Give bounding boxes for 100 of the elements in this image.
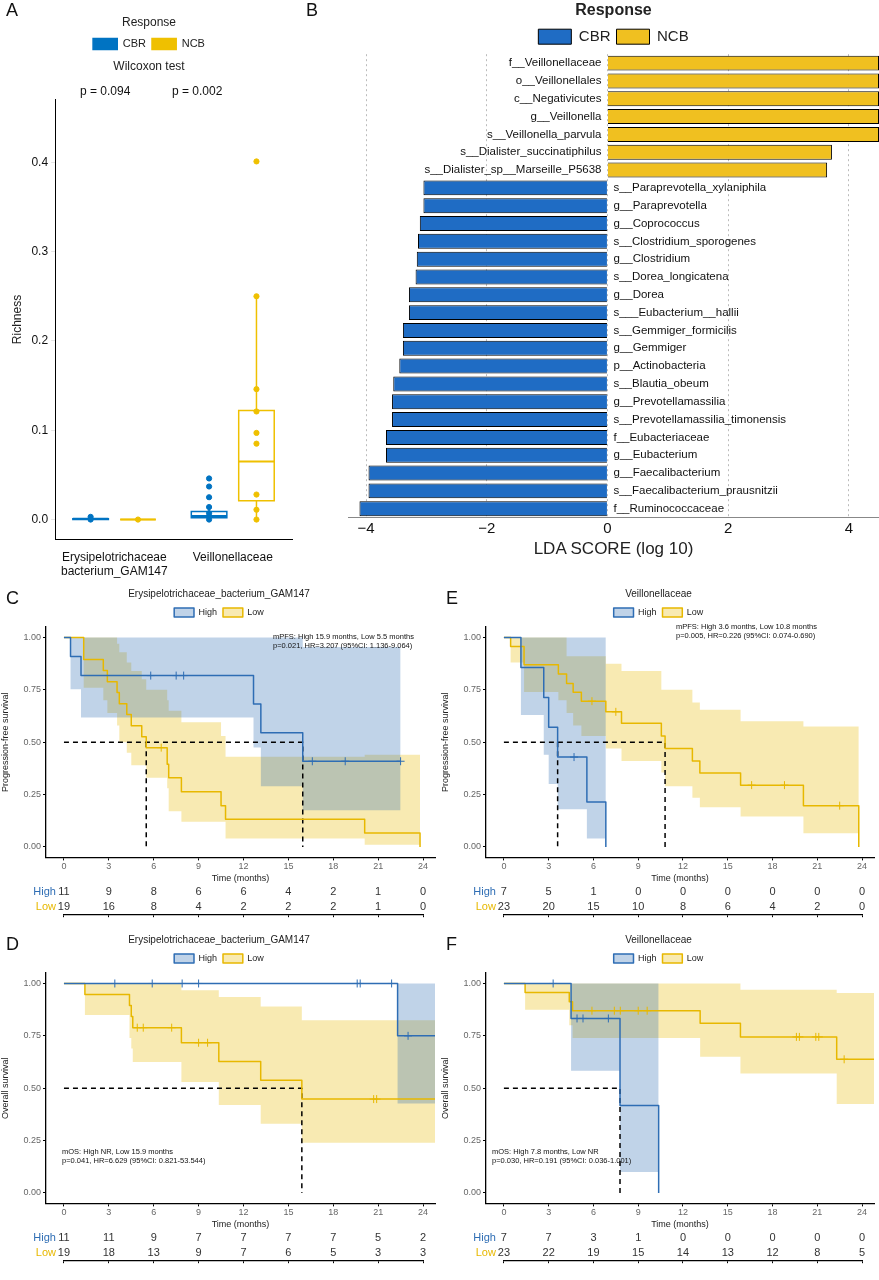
data-label: 0 [724,885,731,899]
x-tick-label: 18 [767,1207,778,1218]
data-label: 2 [419,1231,427,1245]
data-label: 9 [150,1231,157,1245]
data-label: 20 [542,900,555,914]
data-label: 9 [105,885,112,899]
x-tick-label: 21 [812,1207,823,1218]
data-label: 3 [419,1246,427,1260]
x-tick-label: Erysipelotrichaceae bacterium_GAM147 [60,549,168,579]
y-tick-label: g__Faecalibacterium [613,466,721,479]
data-label: 0 [679,885,687,899]
y-tick-label: 1.00 [23,977,41,988]
legend-label: High [198,952,218,963]
data-label: 0 [814,1231,821,1245]
data-label: 4 [285,885,292,899]
data-label: 1 [375,900,382,914]
data-label: 3 [590,1231,597,1245]
y-tick-label: 0.50 [463,1082,481,1093]
data-label: 12 [766,1246,779,1260]
y-tick-label: 0.4 [31,154,49,169]
y-tick-label: 0.50 [23,736,41,747]
y-tick-label: 0.75 [463,684,481,695]
legend-label: NCB [181,36,205,49]
x-tick-label: 21 [812,861,823,872]
y-tick-label: g__Eubacterium [613,448,698,461]
x-tick-label: 18 [328,861,339,872]
x-tick-label: 18 [328,1207,339,1218]
data-label: 19 [57,1246,71,1260]
y-tick-label: 0.0 [31,511,49,526]
y-tick-label: o__Veillonellales [515,74,602,87]
data-label: 8 [679,900,687,914]
x-tick-label: 21 [373,861,384,872]
x-tick-label: 15 [722,861,733,872]
data-label: 2 [330,900,337,914]
data-label: 5 [858,1246,866,1260]
x-axis-title: Time (months) [211,1219,270,1230]
data-label: 8 [814,1246,821,1260]
y-tick-label: s__Blautia_obeum [613,377,709,390]
y-tick-label: f__Eubacteriaceae [613,430,710,443]
data-label: 16 [102,900,115,914]
data-label: 0 [419,900,427,914]
data-label: 11 [103,1231,115,1245]
data-label: 8 [150,900,157,914]
y-tick-label: 0.75 [23,684,41,695]
y-tick-label: 0.25 [463,1135,481,1146]
y-tick-label: 0.75 [23,1030,41,1041]
y-tick-label: 0.00 [23,841,41,852]
x-tick-label: 6 [151,861,157,872]
data-label: 0 [679,1231,687,1245]
x-tick-label: 3 [106,1207,112,1218]
data-label: 5 [545,885,552,899]
data-label: 0 [858,900,866,914]
x-tick-label: 18 [767,861,778,872]
legend-label: High [198,606,218,617]
data-label: 1 [375,885,382,899]
data-label: 14 [676,1246,690,1260]
data-label: 4 [769,900,776,914]
y-tick-label: 0.00 [463,1187,481,1198]
y-tick-label: High [473,885,496,899]
y-tick-label: f__Ruminococcaceae [613,501,725,514]
data-label: 0 [858,885,866,899]
y-tick-label: 0.25 [463,789,481,800]
data-label: 6 [285,1246,292,1260]
y-tick-label: 0.2 [31,333,49,348]
y-tick-label: 0.75 [463,1030,481,1041]
x-tick-label: 21 [373,1207,384,1218]
x-tick-label: 9 [635,1207,641,1218]
data-label: 0 [724,1231,731,1245]
x-tick-label: 0 [501,861,507,872]
x-tick-label: 0 [501,1207,507,1218]
data-label: 8 [150,885,157,899]
data-label: 23 [497,1246,511,1260]
legend-title: Response [575,1,652,19]
x-axis-title: Time (months) [211,873,270,884]
x-tick-label: 24 [418,1207,429,1218]
y-tick-label: 0.50 [463,736,481,747]
data-label: 7 [240,1231,247,1245]
y-tick-label: s__Paraprevotella_xylaniphila [613,181,767,194]
data-label: 19 [57,900,71,914]
y-tick-label: 0.1 [31,422,49,437]
y-tick-label: High [33,1231,56,1245]
data-label: 19 [587,1246,600,1260]
x-tick-label: 6 [590,861,596,872]
legend-label: NCB [657,26,689,44]
legend-title: Erysipelotrichaceae_bacterium_GAM147 [128,933,311,945]
x-tick-label: 12 [677,1207,688,1218]
y-tick-label: 0.25 [23,789,41,800]
x-tick-label: 6 [590,1207,596,1218]
y-tick-label: Low [475,900,496,914]
data-label: 7 [195,1231,202,1245]
x-tick-label: 9 [196,861,202,872]
y-tick-label: p__Actinobacteria [613,359,707,372]
y-tick-label: g__Gemmiger [613,341,687,354]
y-tick-label: Low [475,1246,496,1260]
x-tick-label: 15 [283,1207,294,1218]
data-label: 7 [330,1231,337,1245]
y-tick-label: s__Veillonella_parvula [487,127,603,140]
y-tick-label: Low [35,1246,56,1260]
data-label: 0 [419,885,427,899]
text: p = 0.002 [172,84,223,98]
